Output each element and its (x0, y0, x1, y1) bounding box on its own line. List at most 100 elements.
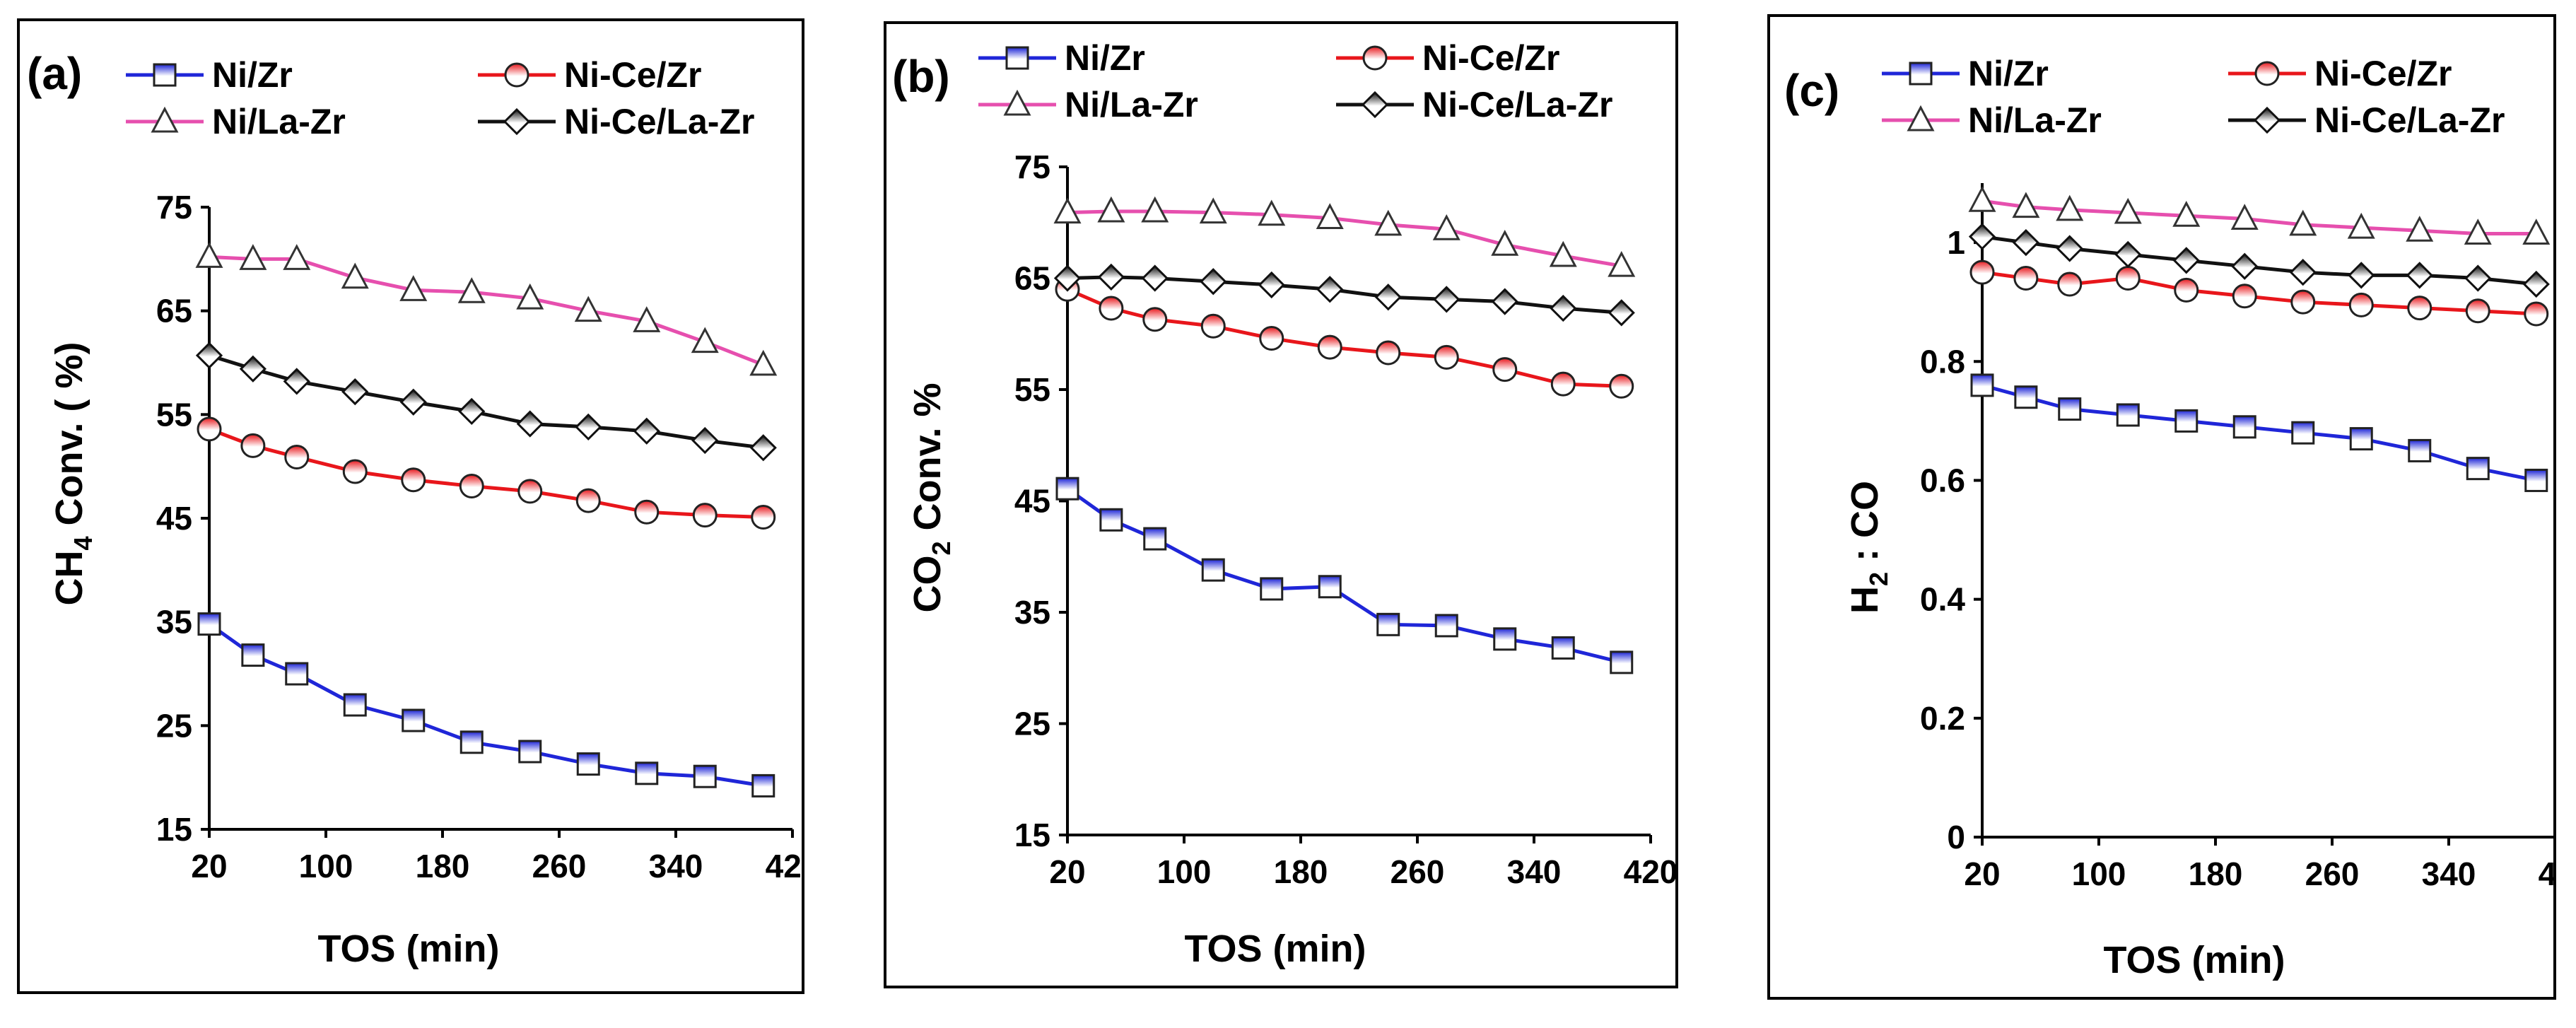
data-point (1316, 276, 1344, 303)
y-tick-label-b: 65 (1014, 260, 1050, 297)
x-tick-label-c: 420 (2539, 855, 2553, 892)
data-point (2349, 427, 2373, 451)
data-point (2114, 197, 2142, 224)
chart-c-plot: (c) TOS (min) H2 : CO Ni/Zr Ni-Ce/Zr Ni/La… (1784, 54, 2576, 981)
legend-item: Ni/La-Zr (978, 85, 1198, 124)
data-point (2348, 262, 2375, 289)
panel-a: (a) TOS (min) CH4 Conv. ( %) Ni/Zr Ni-Ce/… (17, 18, 819, 994)
data-point (691, 327, 719, 354)
series-a-ni-zr (197, 612, 775, 798)
x-axis-title-c: TOS (min) (2103, 939, 2285, 981)
x-tick-label-b: 100 (1157, 853, 1212, 890)
panel-label-b: (b) (892, 51, 950, 102)
data-point (2289, 259, 2317, 286)
data-point (1199, 197, 1227, 224)
data-point (2232, 415, 2256, 439)
x-tick-label-c: 100 (2072, 855, 2126, 892)
data-point (1258, 271, 1285, 299)
series-line (208, 622, 764, 788)
legend-label: Ni-Ce/La-Zr (2314, 100, 2505, 140)
x-tick-label-a: 420 (766, 848, 802, 884)
series-b-ni-ce-la-zr (1053, 263, 1635, 327)
y-tick-label-c: 0.4 (1920, 581, 1965, 618)
x-tick-label-c: 20 (1964, 855, 2000, 892)
data-point (575, 413, 602, 441)
x-tick-label-b: 340 (1507, 853, 1562, 890)
data-point (1142, 307, 1168, 332)
legend-label: Ni-Ce/La-Zr (1422, 85, 1612, 124)
data-point (2174, 277, 2199, 303)
legend-label: Ni/Zr (212, 55, 293, 95)
y-axis-title-b: CO2 Conv. % (906, 382, 956, 612)
legend-item: Ni/Zr (1882, 54, 2049, 93)
series-line (209, 354, 764, 450)
legend-item: Ni/Zr (978, 38, 1145, 78)
data-point (2464, 264, 2492, 292)
data-point (1550, 371, 1576, 397)
legend-item: Ni/La-Zr (1882, 100, 2102, 140)
data-point (1055, 477, 1079, 501)
data-point (343, 693, 367, 717)
series-c-ni-ce-zr (1969, 259, 2549, 327)
legend-label: Ni/La-Zr (1065, 85, 1198, 124)
x-tick-label-b: 180 (1274, 853, 1328, 890)
y-tick-label-b: 55 (1014, 371, 1050, 408)
x-tick-label-c: 180 (2189, 855, 2243, 892)
chart-c-svg: (c) TOS (min) H2 : CO Ni/Zr Ni-Ce/Zr Ni/La… (1784, 54, 2576, 981)
legend-item: Ni-Ce/Zr (478, 55, 701, 95)
legend-item: Ni-Ce/Zr (2228, 54, 2452, 93)
data-point (1097, 263, 1125, 291)
legend-label: Ni-Ce/La-Zr (564, 102, 754, 141)
data-point (1434, 614, 1458, 638)
data-point (459, 474, 484, 499)
data-point (635, 761, 659, 785)
series-c-ni-la-zr (1968, 186, 2551, 245)
data-point (1433, 286, 1460, 313)
data-point (399, 275, 428, 301)
data-point (749, 434, 777, 462)
x-tick-label-a: 180 (416, 848, 470, 884)
legend-marker (2253, 106, 2281, 134)
data-point (692, 503, 718, 528)
legend-marker (2254, 61, 2280, 86)
x-tick-label-c: 260 (2305, 855, 2360, 892)
x-tick-label-a: 260 (532, 848, 587, 884)
y-tick-label-c: 0.2 (1920, 700, 1965, 737)
y-tick-label-b: 25 (1014, 706, 1050, 742)
data-point (1968, 186, 1996, 212)
data-point (401, 467, 426, 493)
legend-label: Ni/La-Zr (212, 102, 346, 141)
data-point (2013, 266, 2039, 291)
data-point (1551, 636, 1575, 660)
series-a-ni-la-zr (195, 242, 778, 376)
data-point (1317, 334, 1342, 360)
chart-b-plot: (b) TOS (min) CO2 Conv. % Ni/Zr Ni-Ce/ZrN… (892, 38, 1678, 970)
data-point (1492, 357, 1518, 382)
data-point (2174, 409, 2199, 433)
data-point (2014, 385, 2038, 409)
legend-marker (504, 62, 529, 88)
x-tick-label-c: 340 (2422, 855, 2476, 892)
panel-label-c: (c) (1784, 65, 1839, 116)
data-point (516, 410, 544, 438)
data-point (1374, 284, 1402, 311)
legend-marker (153, 63, 177, 87)
data-point (516, 283, 544, 310)
data-point (283, 244, 311, 270)
x-tick-label-b: 260 (1391, 853, 1445, 890)
legend-item: Ni-Ce/La-Zr (2228, 100, 2505, 140)
data-point (2522, 270, 2550, 298)
data-point (284, 444, 310, 469)
data-point (2230, 204, 2259, 230)
data-point (341, 378, 369, 406)
data-point (691, 426, 719, 455)
y-tick-label-b: 45 (1014, 483, 1050, 520)
data-point (2406, 216, 2434, 242)
data-point (1608, 250, 1636, 277)
data-point (2466, 457, 2490, 481)
data-point (1608, 299, 1635, 327)
data-point (751, 773, 775, 798)
data-point (2012, 192, 2040, 218)
series-line (209, 427, 763, 520)
data-point (1491, 288, 1518, 315)
